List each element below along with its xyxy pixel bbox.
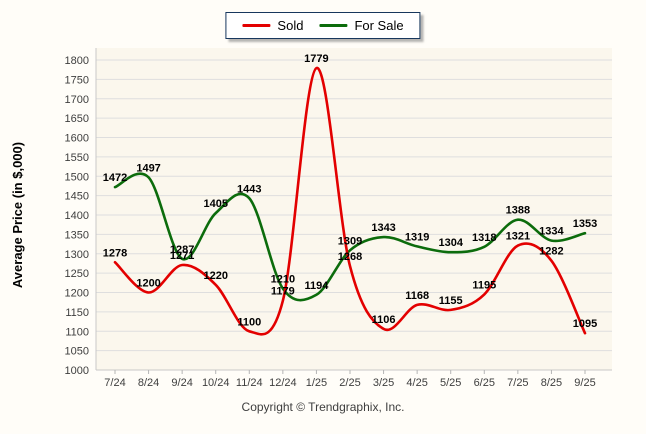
svg-text:1150: 1150	[65, 307, 89, 319]
svg-text:5/25: 5/25	[440, 377, 461, 389]
value-label: 1220	[203, 270, 227, 282]
svg-text:1650: 1650	[65, 113, 89, 125]
svg-text:1000: 1000	[65, 365, 89, 377]
svg-text:1450: 1450	[65, 191, 89, 203]
svg-text:4/25: 4/25	[406, 377, 427, 389]
value-label: 1497	[136, 162, 160, 174]
value-label: 1353	[573, 218, 597, 230]
y-axis-title: Average Price (in $,000)	[10, 142, 25, 288]
svg-text:1200: 1200	[65, 288, 89, 300]
value-label: 1278	[103, 247, 127, 259]
svg-text:1400: 1400	[65, 210, 89, 222]
value-label: 1168	[405, 290, 429, 302]
svg-text:1050: 1050	[65, 346, 89, 358]
legend: Sold For Sale	[225, 12, 421, 39]
value-label: 1287	[170, 244, 194, 256]
value-label: 1443	[237, 183, 261, 195]
plot-area	[96, 48, 612, 370]
svg-text:1750: 1750	[65, 74, 89, 86]
svg-text:8/24: 8/24	[138, 377, 159, 389]
value-label: 1343	[371, 222, 395, 234]
sold-value-labels: 1278 1200 1271 1220 1100 1179 1779 1268 1106 1168…	[103, 53, 597, 330]
for-sale-line	[113, 172, 587, 302]
value-label: 1194	[304, 280, 329, 292]
value-label: 1282	[539, 246, 563, 258]
value-label: 1334	[539, 226, 564, 238]
value-label: 1200	[136, 278, 160, 290]
sold-line	[113, 66, 587, 336]
value-label: 1779	[304, 53, 328, 65]
legend-item-for-sale: For Sale	[319, 18, 404, 33]
svg-text:1/25: 1/25	[306, 377, 327, 389]
value-label: 1268	[338, 251, 362, 263]
svg-text:1600: 1600	[65, 133, 89, 145]
value-label: 1106	[372, 314, 396, 326]
copyright-text: Copyright © Trendgraphix, Inc.	[241, 400, 405, 414]
legend-item-sold: Sold	[242, 18, 303, 33]
svg-text:1550: 1550	[65, 152, 89, 164]
svg-text:12/24: 12/24	[269, 377, 297, 389]
svg-text:11/24: 11/24	[236, 377, 263, 389]
value-label: 1304	[438, 237, 463, 249]
y-axis-tick-labels: 1000 1050 1100 1150 1200 1250 1300 1350 1400 1450…	[65, 55, 89, 377]
legend-label-sold: Sold	[277, 18, 304, 33]
value-label: 1271	[170, 250, 194, 262]
svg-text:1300: 1300	[65, 249, 89, 261]
value-label: 1095	[573, 318, 597, 330]
value-label: 1100	[237, 316, 261, 328]
value-label: 1472	[103, 172, 127, 184]
x-axis-tick-labels: 7/24 8/24 9/24 10/24 11/24 12/24 1/25 2/25 3/25 4…	[104, 370, 596, 389]
svg-text:1800: 1800	[65, 55, 89, 67]
value-label: 1319	[405, 231, 429, 243]
value-label: 1388	[506, 205, 530, 217]
value-label: 1179	[271, 286, 295, 298]
svg-text:6/25: 6/25	[474, 377, 495, 389]
svg-text:1500: 1500	[65, 171, 89, 183]
svg-text:1100: 1100	[65, 326, 89, 338]
svg-text:9/24: 9/24	[171, 377, 192, 389]
svg-text:3/25: 3/25	[373, 377, 394, 389]
svg-text:2/25: 2/25	[339, 377, 360, 389]
svg-text:7/25: 7/25	[507, 377, 528, 389]
svg-text:1350: 1350	[65, 229, 89, 241]
svg-text:8/25: 8/25	[541, 377, 562, 389]
svg-text:1250: 1250	[65, 268, 89, 280]
svg-text:9/25: 9/25	[574, 377, 595, 389]
svg-text:1700: 1700	[65, 94, 89, 106]
legend-label-for-sale: For Sale	[354, 18, 404, 33]
for-sale-line-swatch	[319, 24, 348, 27]
value-label: 1210	[271, 274, 295, 286]
value-label: 1318	[472, 232, 496, 244]
value-label: 1309	[338, 235, 362, 247]
value-label: 1195	[472, 279, 496, 291]
value-label: 1155	[439, 295, 463, 307]
sold-line-swatch	[242, 24, 271, 27]
for-sale-value-labels: 1472 1497 1287 1405 1443 1210 1194 1309 1343 1319…	[103, 162, 597, 291]
svg-text:10/24: 10/24	[202, 377, 230, 389]
svg-text:7/24: 7/24	[104, 377, 125, 389]
value-label: 1321	[506, 231, 530, 243]
gridlines	[96, 59, 612, 371]
value-label: 1405	[203, 198, 227, 210]
